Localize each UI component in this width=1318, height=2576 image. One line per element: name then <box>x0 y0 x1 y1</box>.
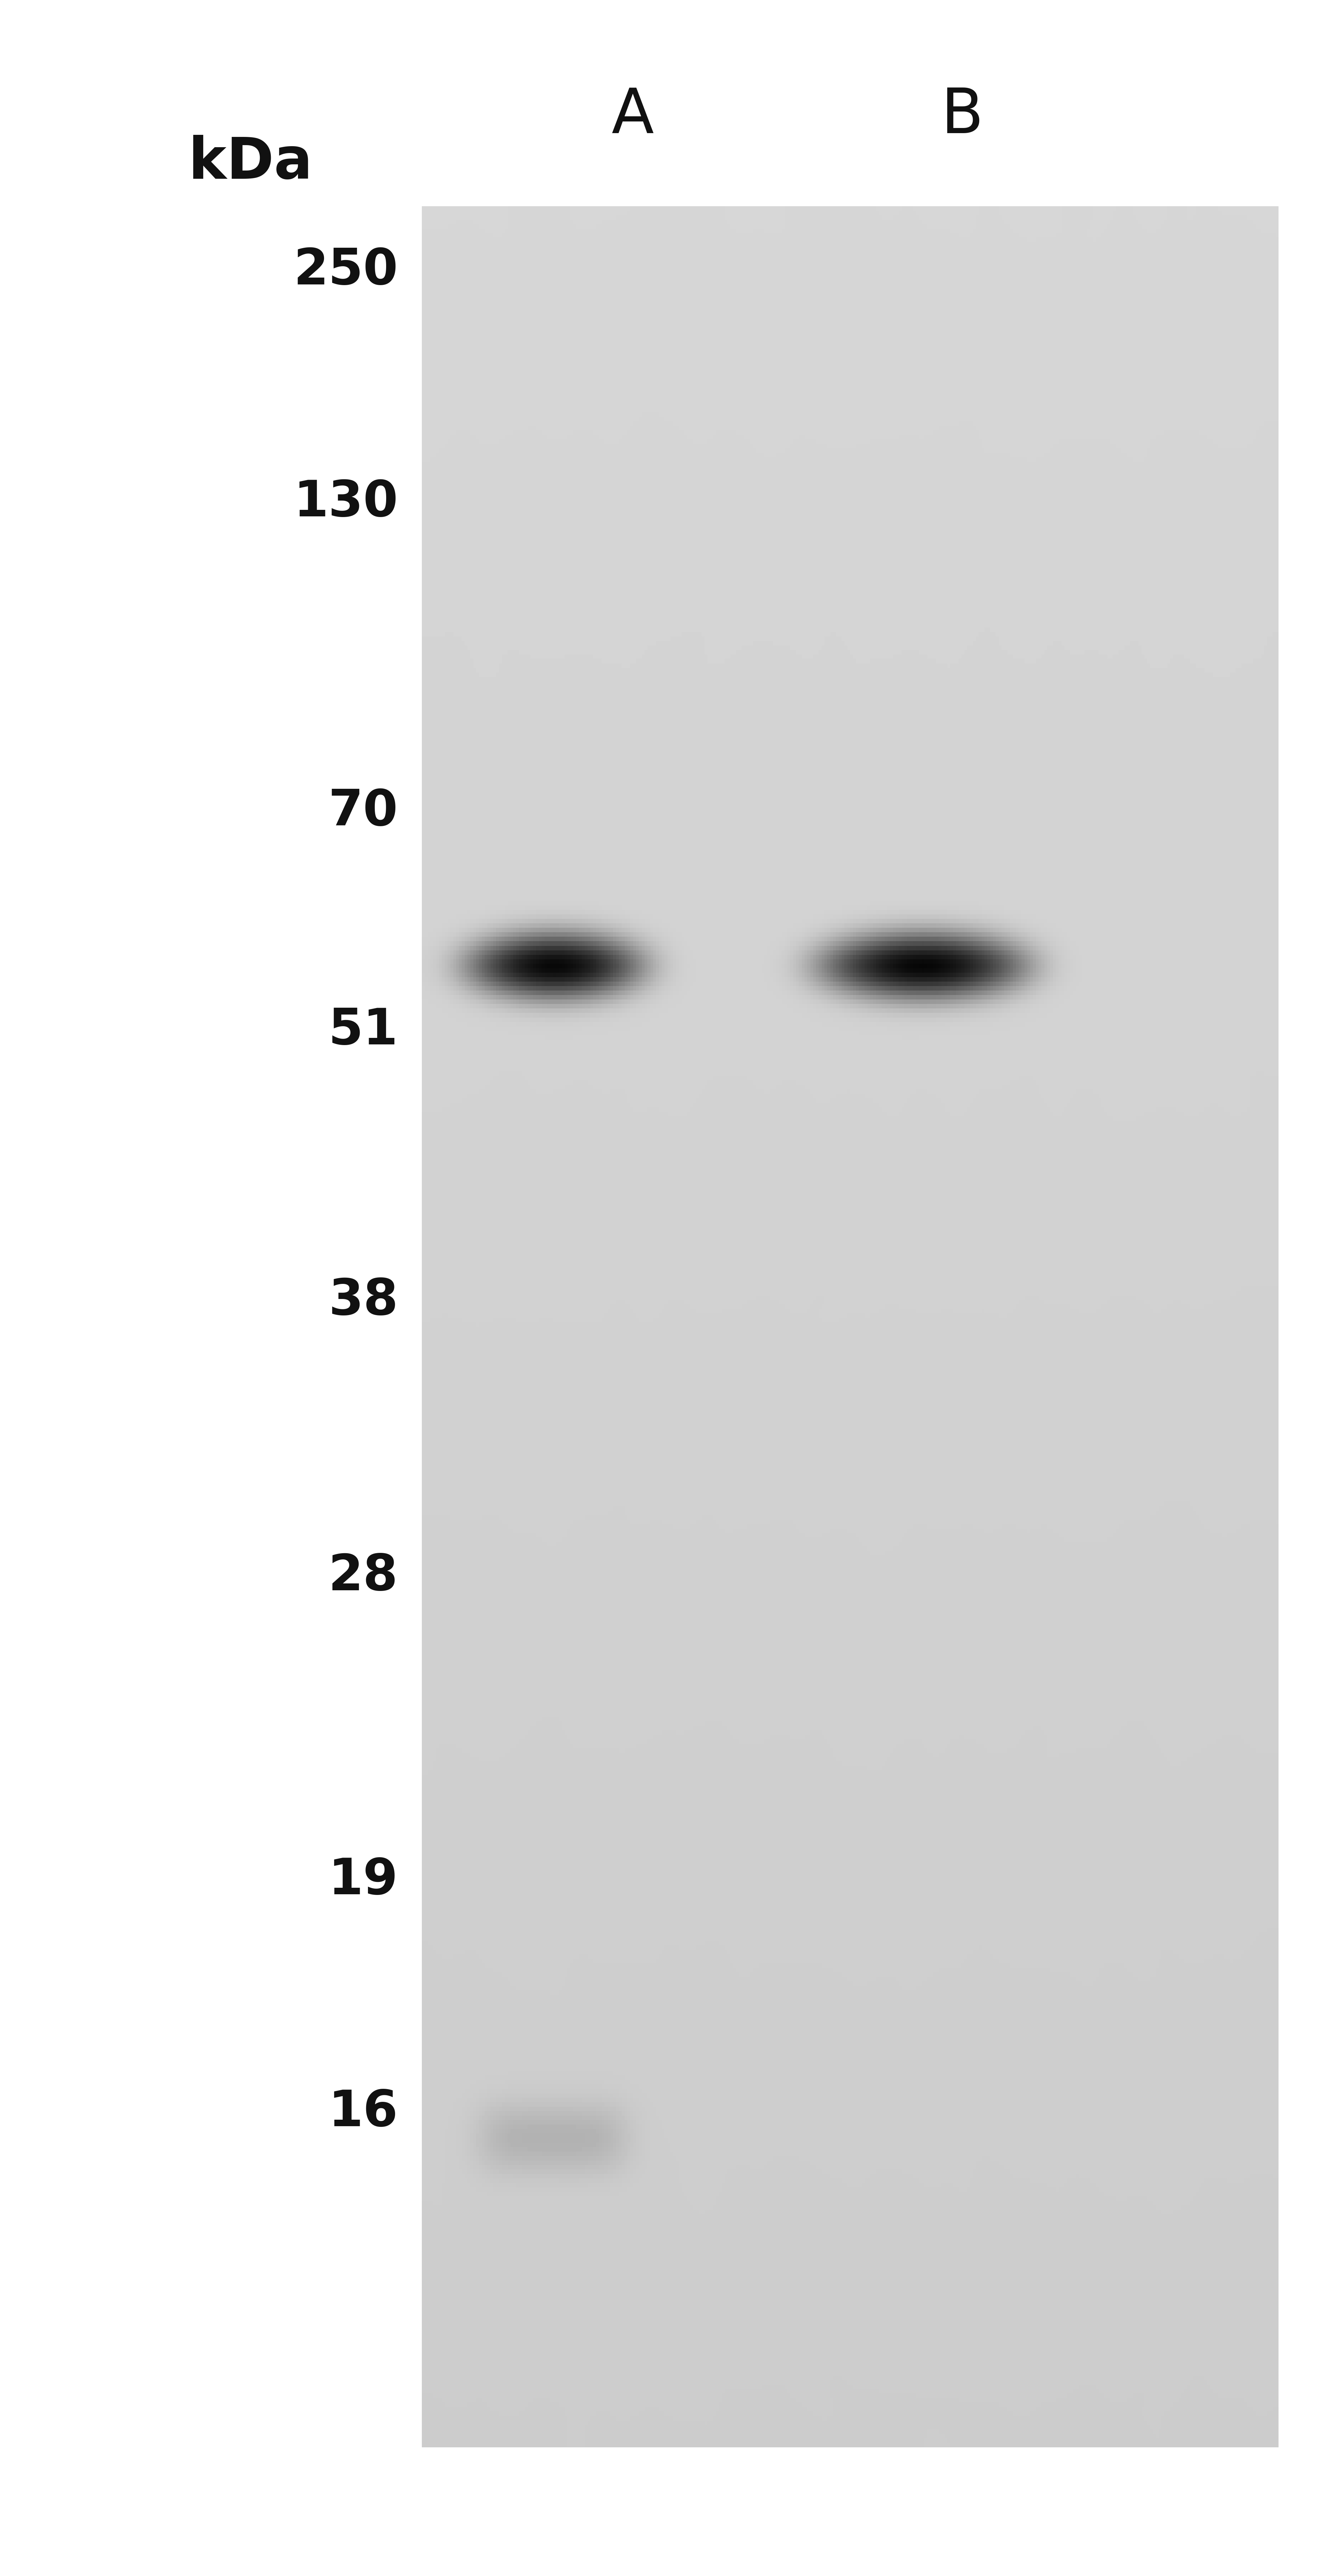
Text: 19: 19 <box>328 1857 398 1904</box>
Text: 28: 28 <box>328 1553 398 1600</box>
Text: 16: 16 <box>328 2089 398 2136</box>
Text: 38: 38 <box>328 1278 398 1324</box>
Text: 130: 130 <box>294 479 398 526</box>
Text: 250: 250 <box>294 247 398 294</box>
Text: A: A <box>612 85 654 147</box>
Text: B: B <box>941 85 983 147</box>
Text: kDa: kDa <box>188 134 312 191</box>
Text: 51: 51 <box>328 1007 398 1054</box>
Text: 70: 70 <box>328 788 398 835</box>
